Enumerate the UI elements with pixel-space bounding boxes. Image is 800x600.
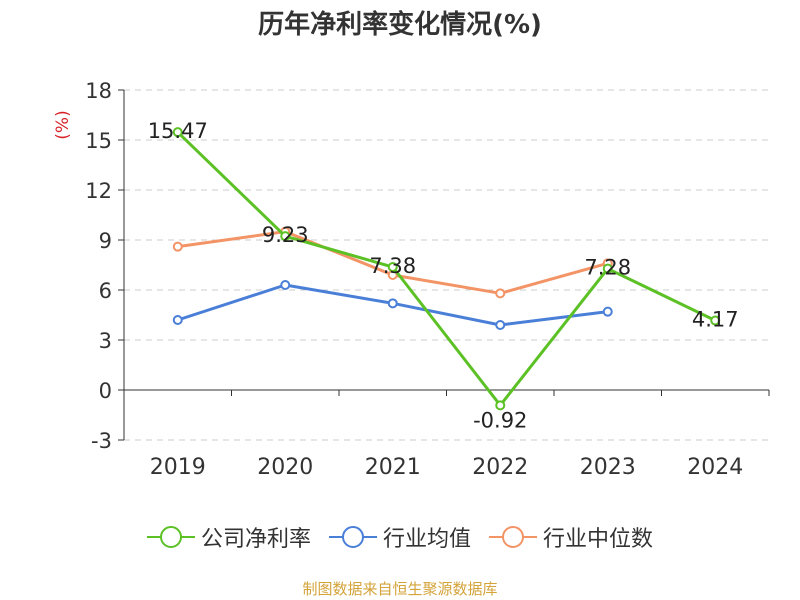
legend-marker-icon (146, 526, 195, 548)
data-point (710, 315, 721, 326)
legend-marker-icon (328, 526, 377, 548)
y-tick-label: 0 (99, 379, 112, 403)
legend-item[interactable]: 行业中位数 (489, 521, 653, 553)
y-tick-label: 12 (85, 179, 112, 203)
legend-label: 公司净利率 (200, 527, 311, 552)
data-point (602, 263, 613, 274)
chart-title: 历年净利率变化情况(%) (258, 10, 542, 40)
data-point (495, 320, 506, 330)
grid-layer (124, 89, 769, 441)
data-point (280, 231, 291, 242)
data-point (387, 262, 398, 272)
data-point (172, 127, 183, 138)
y-tick-label: -3 (91, 429, 112, 453)
axis-layer: -3 0 3 6 9 12 15 18 2019 2020 2021 2022 2023 2024 (%) (53, 79, 770, 480)
y-tick-label: 18 (85, 79, 112, 103)
data-point (495, 400, 506, 411)
data-label: -0.92 (473, 408, 527, 432)
data-point (495, 288, 506, 299)
data-point (387, 298, 398, 309)
legend-item[interactable]: 行业均值 (328, 521, 471, 553)
data-point (280, 280, 291, 290)
x-tick-label: 2023 (580, 455, 636, 480)
chart-legend: 公司净利率 行业均值 行业中位数 (0, 520, 800, 554)
legend-marker-icon (489, 526, 537, 548)
legend-label: 行业均值 (382, 527, 471, 552)
data-point (172, 241, 183, 252)
data-source-note: 制图数据来自恒生聚源数据库 (302, 580, 498, 598)
y-tick-label: 6 (99, 279, 112, 303)
legend-item[interactable]: 公司净利率 (146, 521, 311, 553)
legend-label: 行业中位数 (543, 527, 654, 552)
y-tick-label: 9 (99, 229, 112, 253)
x-tick-label: 2024 (687, 455, 743, 480)
x-tick-label: 2019 (150, 455, 206, 480)
data-label: 7.28 (584, 256, 631, 280)
data-label: 9.23 (262, 223, 309, 247)
x-tick-label: 2021 (365, 455, 421, 480)
data-label: 15.47 (148, 119, 208, 143)
series-line (176, 131, 716, 407)
data-point (172, 315, 183, 325)
x-tick-label: 2020 (257, 455, 313, 480)
series-layer (172, 127, 721, 411)
x-tick-label: 2022 (472, 455, 528, 480)
data-label-layer: 15.47 9.23 7.38 -0.92 7.28 4.17 (148, 119, 739, 432)
data-label: 4.17 (692, 308, 739, 332)
data-label: 7.38 (369, 254, 416, 278)
y-axis-label: (%) (53, 110, 73, 139)
data-point (602, 306, 613, 317)
y-tick-label: 3 (99, 329, 112, 353)
y-tick-label: 15 (85, 129, 112, 153)
